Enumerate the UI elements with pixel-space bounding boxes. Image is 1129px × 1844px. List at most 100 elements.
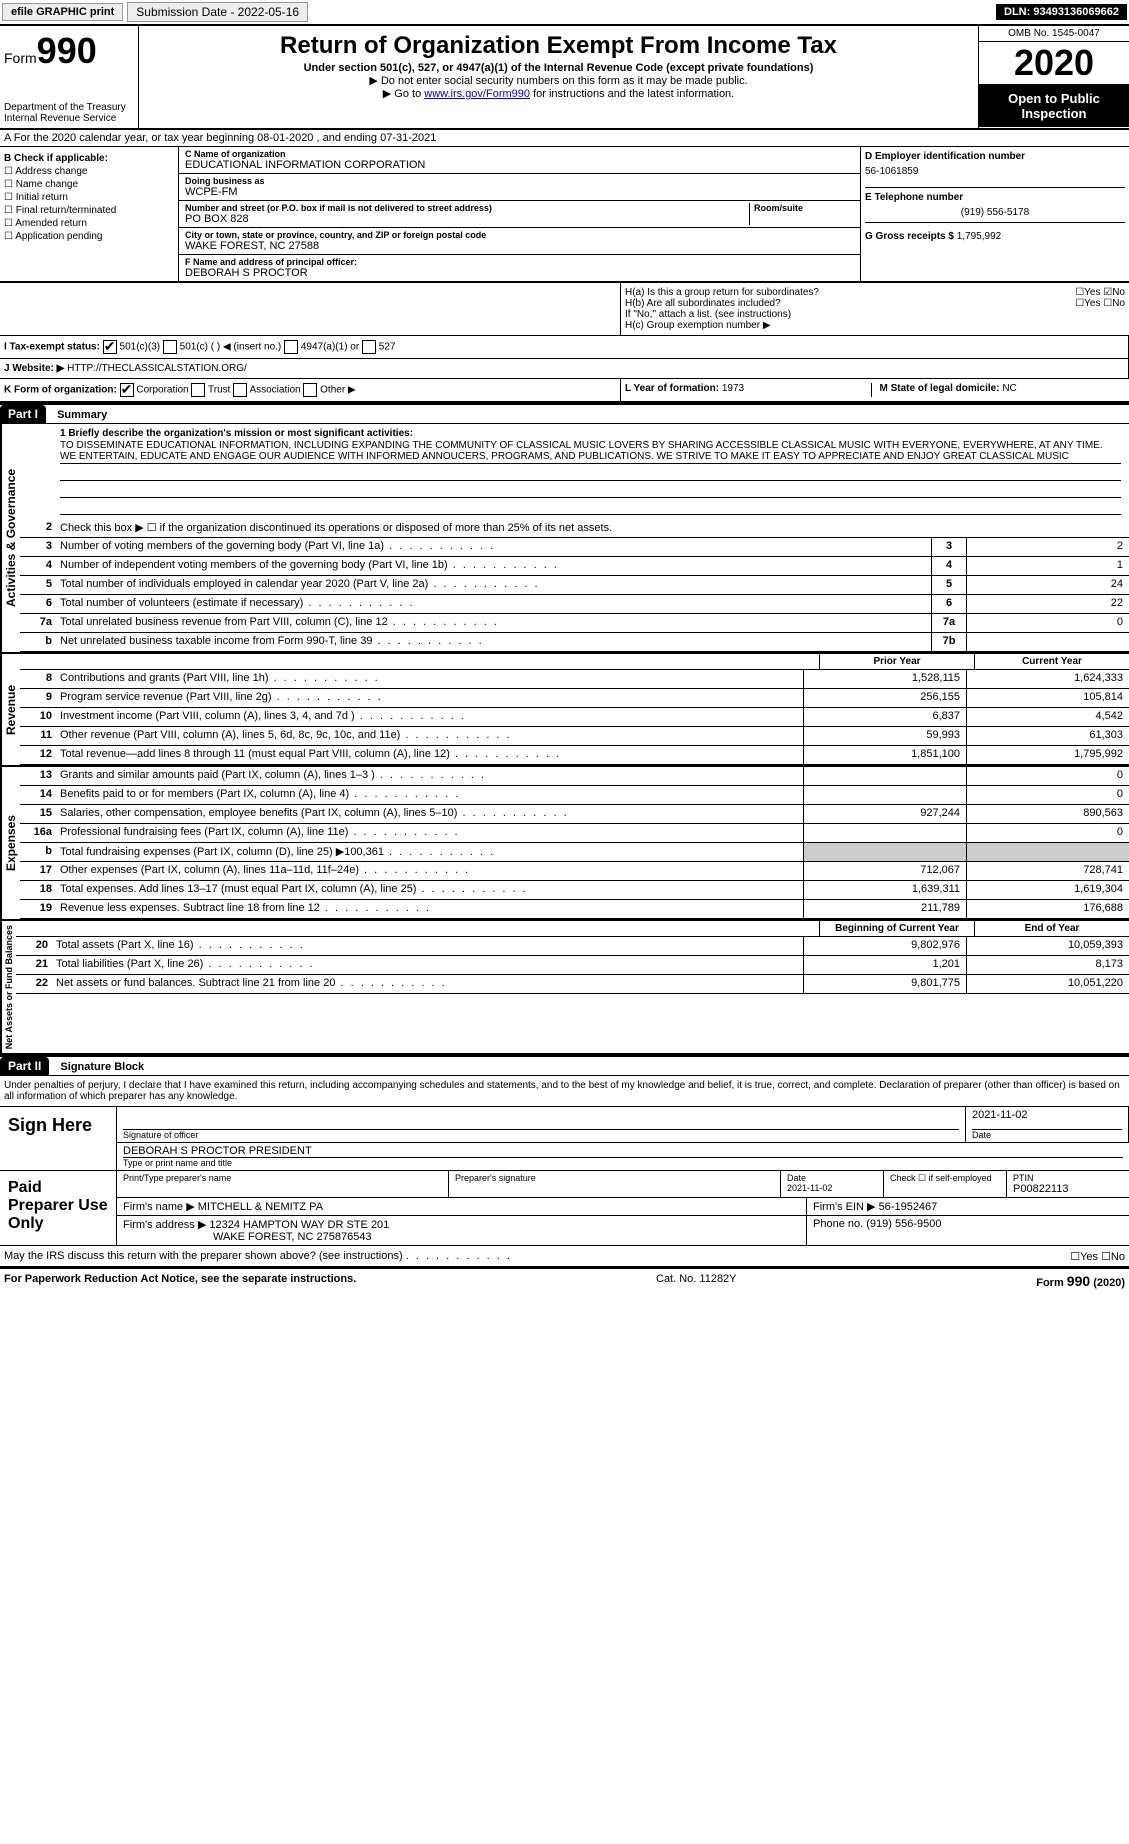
check-final[interactable]: ☐ Final return/terminated [4,205,174,216]
line-21: 21 Total liabilities (Part X, line 26) 1… [16,956,1129,975]
line-16a: 16a Professional fundraising fees (Part … [20,824,1129,843]
m-value: NC [1002,383,1016,394]
mission-label: 1 Briefly describe the organization's mi… [60,428,1121,439]
footer-mid: Cat. No. 11282Y [656,1273,737,1289]
line-19: 19 Revenue less expenses. Subtract line … [20,900,1129,919]
check-app-pending[interactable]: ☐ Application pending [4,231,174,242]
col-b-title: B Check if applicable: [4,153,174,164]
prep-date-value: 2021-11-02 [787,1183,832,1193]
net-col-hdr: Beginning of Current Year End of Year [16,921,1129,937]
summary-netassets: Net Assets or Fund Balances Beginning of… [0,919,1129,1055]
paid-preparer-row: Paid Preparer Use Only Print/Type prepar… [0,1171,1129,1246]
check-527[interactable] [362,340,376,354]
check-4947[interactable] [284,340,298,354]
line-6: 6 Total number of volunteers (estimate i… [20,595,1129,614]
row-h: H(a) Is this a group return for subordin… [0,283,1129,336]
city-cell: City or town, state or province, country… [179,228,860,255]
sign-here-label: Sign Here [0,1107,116,1170]
line-9: 9 Program service revenue (Part VIII, li… [20,689,1129,708]
check-initial[interactable]: ☐ Initial return [4,192,174,203]
declaration-text: Under penalties of perjury, I declare th… [0,1076,1129,1107]
sig-date-label: Date [972,1130,1122,1140]
line-11: 11 Other revenue (Part VIII, column (A),… [20,727,1129,746]
vert-expenses: Expenses [0,767,20,919]
addr-cell: Number and street (or P.O. box if mail i… [179,201,860,228]
check-other[interactable] [303,383,317,397]
firm-ein-value: 56-1952467 [879,1201,938,1213]
check-501c3[interactable] [103,340,117,354]
org-name-label: C Name of organization [185,149,854,159]
prior-year-hdr: Prior Year [819,654,974,669]
check-corp[interactable] [120,383,134,397]
check-501c[interactable] [163,340,177,354]
prep-sig-label: Preparer's signature [455,1173,774,1183]
submission-date-button[interactable]: Submission Date - 2022-05-16 [127,2,308,22]
officer-block [0,283,621,335]
hb-note: If "No," attach a list. (see instruction… [625,309,1125,320]
prep-name-label: Print/Type preparer's name [123,1173,442,1183]
m-label: M State of legal domicile: [880,383,1000,394]
line-13: 13 Grants and similar amounts paid (Part… [20,767,1129,786]
efile-label: efile GRAPHIC print [2,3,123,21]
tax-status-label: I Tax-exempt status: [4,342,100,353]
sig-officer-label: Signature of officer [123,1130,959,1140]
dba-value: WCPE-FM [185,186,854,198]
check-name[interactable]: ☐ Name change [4,179,174,190]
k-label: K Form of organization: [4,385,117,396]
tax-year: 2020 [979,42,1129,85]
line-7a: 7a Total unrelated business revenue from… [20,614,1129,633]
end-year-hdr: End of Year [974,921,1129,936]
mission-text: TO DISSEMINATE EDUCATIONAL INFORMATION, … [60,439,1121,464]
ptin-label: PTIN [1013,1173,1123,1183]
column-b: B Check if applicable: ☐ Address change … [0,147,179,281]
omb-number: OMB No. 1545-0047 [979,26,1129,42]
sig-date-value: 2021-11-02 [972,1109,1122,1130]
dba-label: Doing business as [185,176,854,186]
sig-name-value: DEBORAH S PROCTOR PRESIDENT [123,1145,1123,1158]
summary-governance: Activities & Governance 1 Briefly descri… [0,424,1129,652]
vert-governance: Activities & Governance [0,424,20,652]
irs-link[interactable]: www.irs.gov/Form990 [424,88,530,100]
check-trust[interactable] [191,383,205,397]
part2-title: Signature Block [60,1061,144,1073]
line-b: b Total fundraising expenses (Part IX, c… [20,843,1129,862]
l-value: 1973 [722,383,744,394]
phone-value: (919) 556-5178 [865,203,1125,222]
hb-label: H(b) Are all subordinates included? [625,298,781,309]
ein-value: 56-1061859 [865,162,1125,187]
check-amended[interactable]: ☐ Amended return [4,218,174,229]
page-footer: For Paperwork Reduction Act Notice, see … [0,1268,1129,1293]
vert-revenue: Revenue [0,654,20,765]
mission-block: 1 Briefly describe the organization's mi… [20,424,1129,519]
firm-name-value: MITCHELL & NEMITZ PA [198,1201,323,1213]
ha-label: H(a) Is this a group return for subordin… [625,287,819,298]
org-name-cell: C Name of organization EDUCATIONAL INFOR… [179,147,860,174]
part1-header: Part I Summary [0,403,1129,424]
prep-self-check[interactable]: Check ☐ if self-employed [884,1171,1007,1197]
line-2: 2 Check this box ▶ ☐ if the organization… [20,519,1129,538]
note-1: ▶ Do not enter social security numbers o… [143,74,974,87]
firm-addr-label: Firm's address ▶ [123,1219,206,1231]
part1-hdr: Part I [0,405,46,423]
firm-ein-label: Firm's EIN ▶ [813,1201,876,1213]
l-label: L Year of formation: [625,383,719,394]
discuss-row: May the IRS discuss this return with the… [0,1246,1129,1268]
form-title: Return of Organization Exempt From Incom… [143,32,974,60]
main-info-block: B Check if applicable: ☐ Address change … [0,147,1129,283]
header-right: OMB No. 1545-0047 2020 Open to Public In… [978,26,1129,128]
rev-col-hdr: Prior Year Current Year [20,654,1129,670]
form-number: 990 [37,30,97,71]
website-value: HTTP://THECLASSICALSTATION.ORG/ [67,363,247,374]
city-value: WAKE FOREST, NC 27588 [185,240,854,252]
dba-cell: Doing business as WCPE-FM [179,174,860,201]
column-d: D Employer identification number 56-1061… [861,147,1129,281]
line-4: 4 Number of independent voting members o… [20,557,1129,576]
line-8: 8 Contributions and grants (Part VIII, l… [20,670,1129,689]
firm-name-label: Firm's name ▶ [123,1201,195,1213]
check-assoc[interactable] [233,383,247,397]
city-label: City or town, state or province, country… [185,230,854,240]
vert-netassets: Net Assets or Fund Balances [0,921,16,1053]
check-address[interactable]: ☐ Address change [4,166,174,177]
part2-header: Part II Signature Block [0,1055,1129,1076]
hc-label: H(c) Group exemption number ▶ [625,320,1125,331]
